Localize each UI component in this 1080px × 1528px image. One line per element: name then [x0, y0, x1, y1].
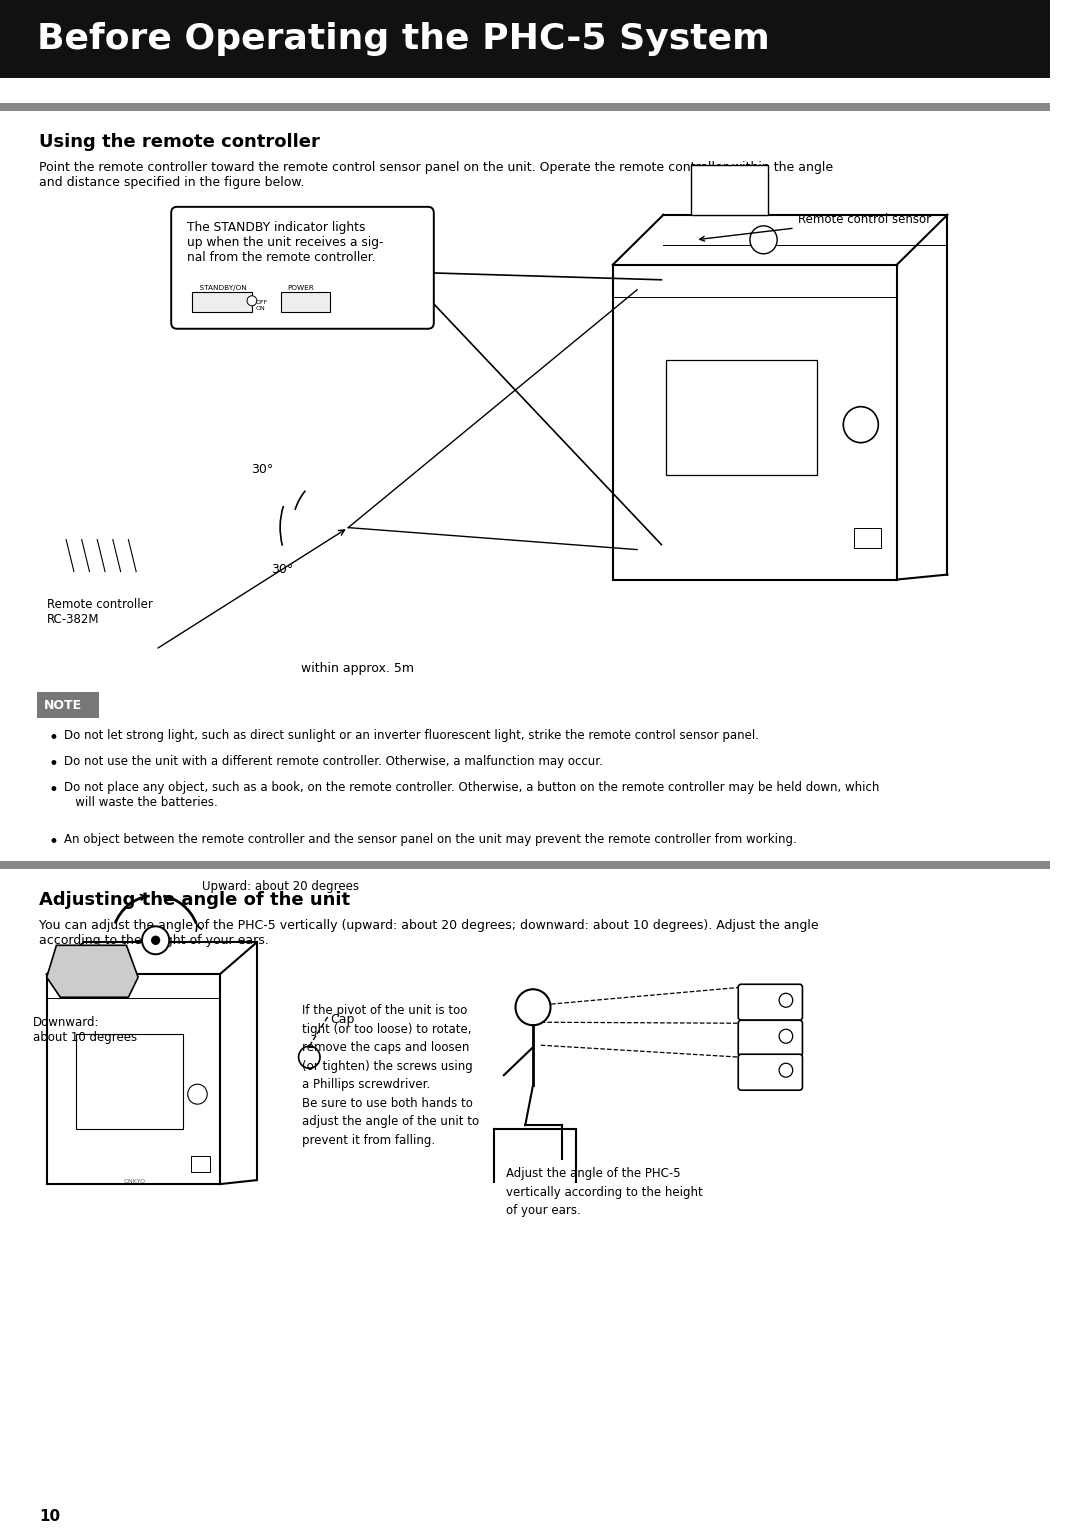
Text: You can adjust the angle of the PHC-5 vertically (upward: about 20 degrees; down: You can adjust the angle of the PHC-5 ve…	[39, 920, 819, 947]
Text: Remote controller
RC-382M: Remote controller RC-382M	[46, 597, 152, 625]
Circle shape	[779, 1030, 793, 1044]
Text: Remote control sensor: Remote control sensor	[700, 214, 931, 241]
Text: Do not let strong light, such as direct sunlight or an inverter fluorescent ligh: Do not let strong light, such as direct …	[64, 729, 759, 743]
FancyBboxPatch shape	[0, 0, 1051, 78]
FancyBboxPatch shape	[281, 292, 329, 312]
Text: Adjusting the angle of the unit: Adjusting the angle of the unit	[39, 891, 350, 909]
FancyBboxPatch shape	[739, 984, 802, 1021]
Text: OFF
ON: OFF ON	[256, 299, 268, 310]
Text: STANDBY/ON: STANDBY/ON	[194, 284, 246, 290]
Text: Downward:
about 10 degrees: Downward: about 10 degrees	[33, 1016, 137, 1044]
Circle shape	[843, 406, 878, 443]
FancyBboxPatch shape	[76, 1034, 183, 1129]
Text: ONKYO: ONKYO	[123, 1180, 146, 1184]
Circle shape	[779, 1063, 793, 1077]
Text: •: •	[49, 781, 58, 799]
Polygon shape	[46, 946, 138, 998]
Text: 30°: 30°	[252, 463, 273, 477]
FancyBboxPatch shape	[191, 292, 252, 312]
Circle shape	[298, 1047, 320, 1068]
Text: within approx. 5m: within approx. 5m	[301, 662, 415, 674]
Circle shape	[141, 926, 170, 955]
Text: •: •	[49, 729, 58, 747]
Text: Upward: about 20 degrees: Upward: about 20 degrees	[202, 880, 360, 894]
Text: The STANDBY indicator lights
up when the unit receives a sig-
nal from the remot: The STANDBY indicator lights up when the…	[187, 222, 383, 264]
Text: An object between the remote controller and the sensor panel on the unit may pre: An object between the remote controller …	[64, 833, 797, 847]
Circle shape	[247, 296, 257, 306]
Text: Cap: Cap	[330, 1013, 355, 1027]
Text: Do not place any object, such as a book, on the remote controller. Otherwise, a : Do not place any object, such as a book,…	[64, 781, 879, 810]
FancyBboxPatch shape	[690, 165, 768, 215]
Text: 30°: 30°	[271, 564, 293, 576]
Text: •: •	[49, 755, 58, 773]
Text: •: •	[49, 833, 58, 851]
Text: 10: 10	[39, 1508, 60, 1523]
Circle shape	[750, 226, 778, 254]
Text: Do not use the unit with a different remote controller. Otherwise, a malfunction: Do not use the unit with a different rem…	[64, 755, 603, 769]
Text: Before Operating the PHC-5 System: Before Operating the PHC-5 System	[37, 21, 770, 57]
FancyBboxPatch shape	[666, 359, 818, 475]
FancyBboxPatch shape	[739, 1021, 802, 1056]
Text: Using the remote controller: Using the remote controller	[39, 133, 320, 151]
Circle shape	[515, 989, 551, 1025]
FancyBboxPatch shape	[0, 102, 1051, 112]
Circle shape	[779, 993, 793, 1007]
Circle shape	[188, 1085, 207, 1105]
Text: NOTE: NOTE	[44, 700, 82, 712]
FancyBboxPatch shape	[854, 527, 881, 547]
Text: POWER: POWER	[287, 284, 313, 290]
FancyBboxPatch shape	[0, 862, 1051, 869]
Text: Adjust the angle of the PHC-5
vertically according to the height
of your ears.: Adjust the angle of the PHC-5 vertically…	[505, 1167, 702, 1218]
FancyBboxPatch shape	[37, 692, 99, 718]
Circle shape	[151, 937, 160, 944]
Text: Point the remote controller toward the remote control sensor panel on the unit. : Point the remote controller toward the r…	[39, 160, 833, 189]
FancyBboxPatch shape	[739, 1054, 802, 1089]
Text: If the pivot of the unit is too
tight (or too loose) to rotate,
remove the caps : If the pivot of the unit is too tight (o…	[301, 1004, 478, 1146]
FancyBboxPatch shape	[172, 206, 434, 329]
FancyBboxPatch shape	[191, 1157, 211, 1172]
